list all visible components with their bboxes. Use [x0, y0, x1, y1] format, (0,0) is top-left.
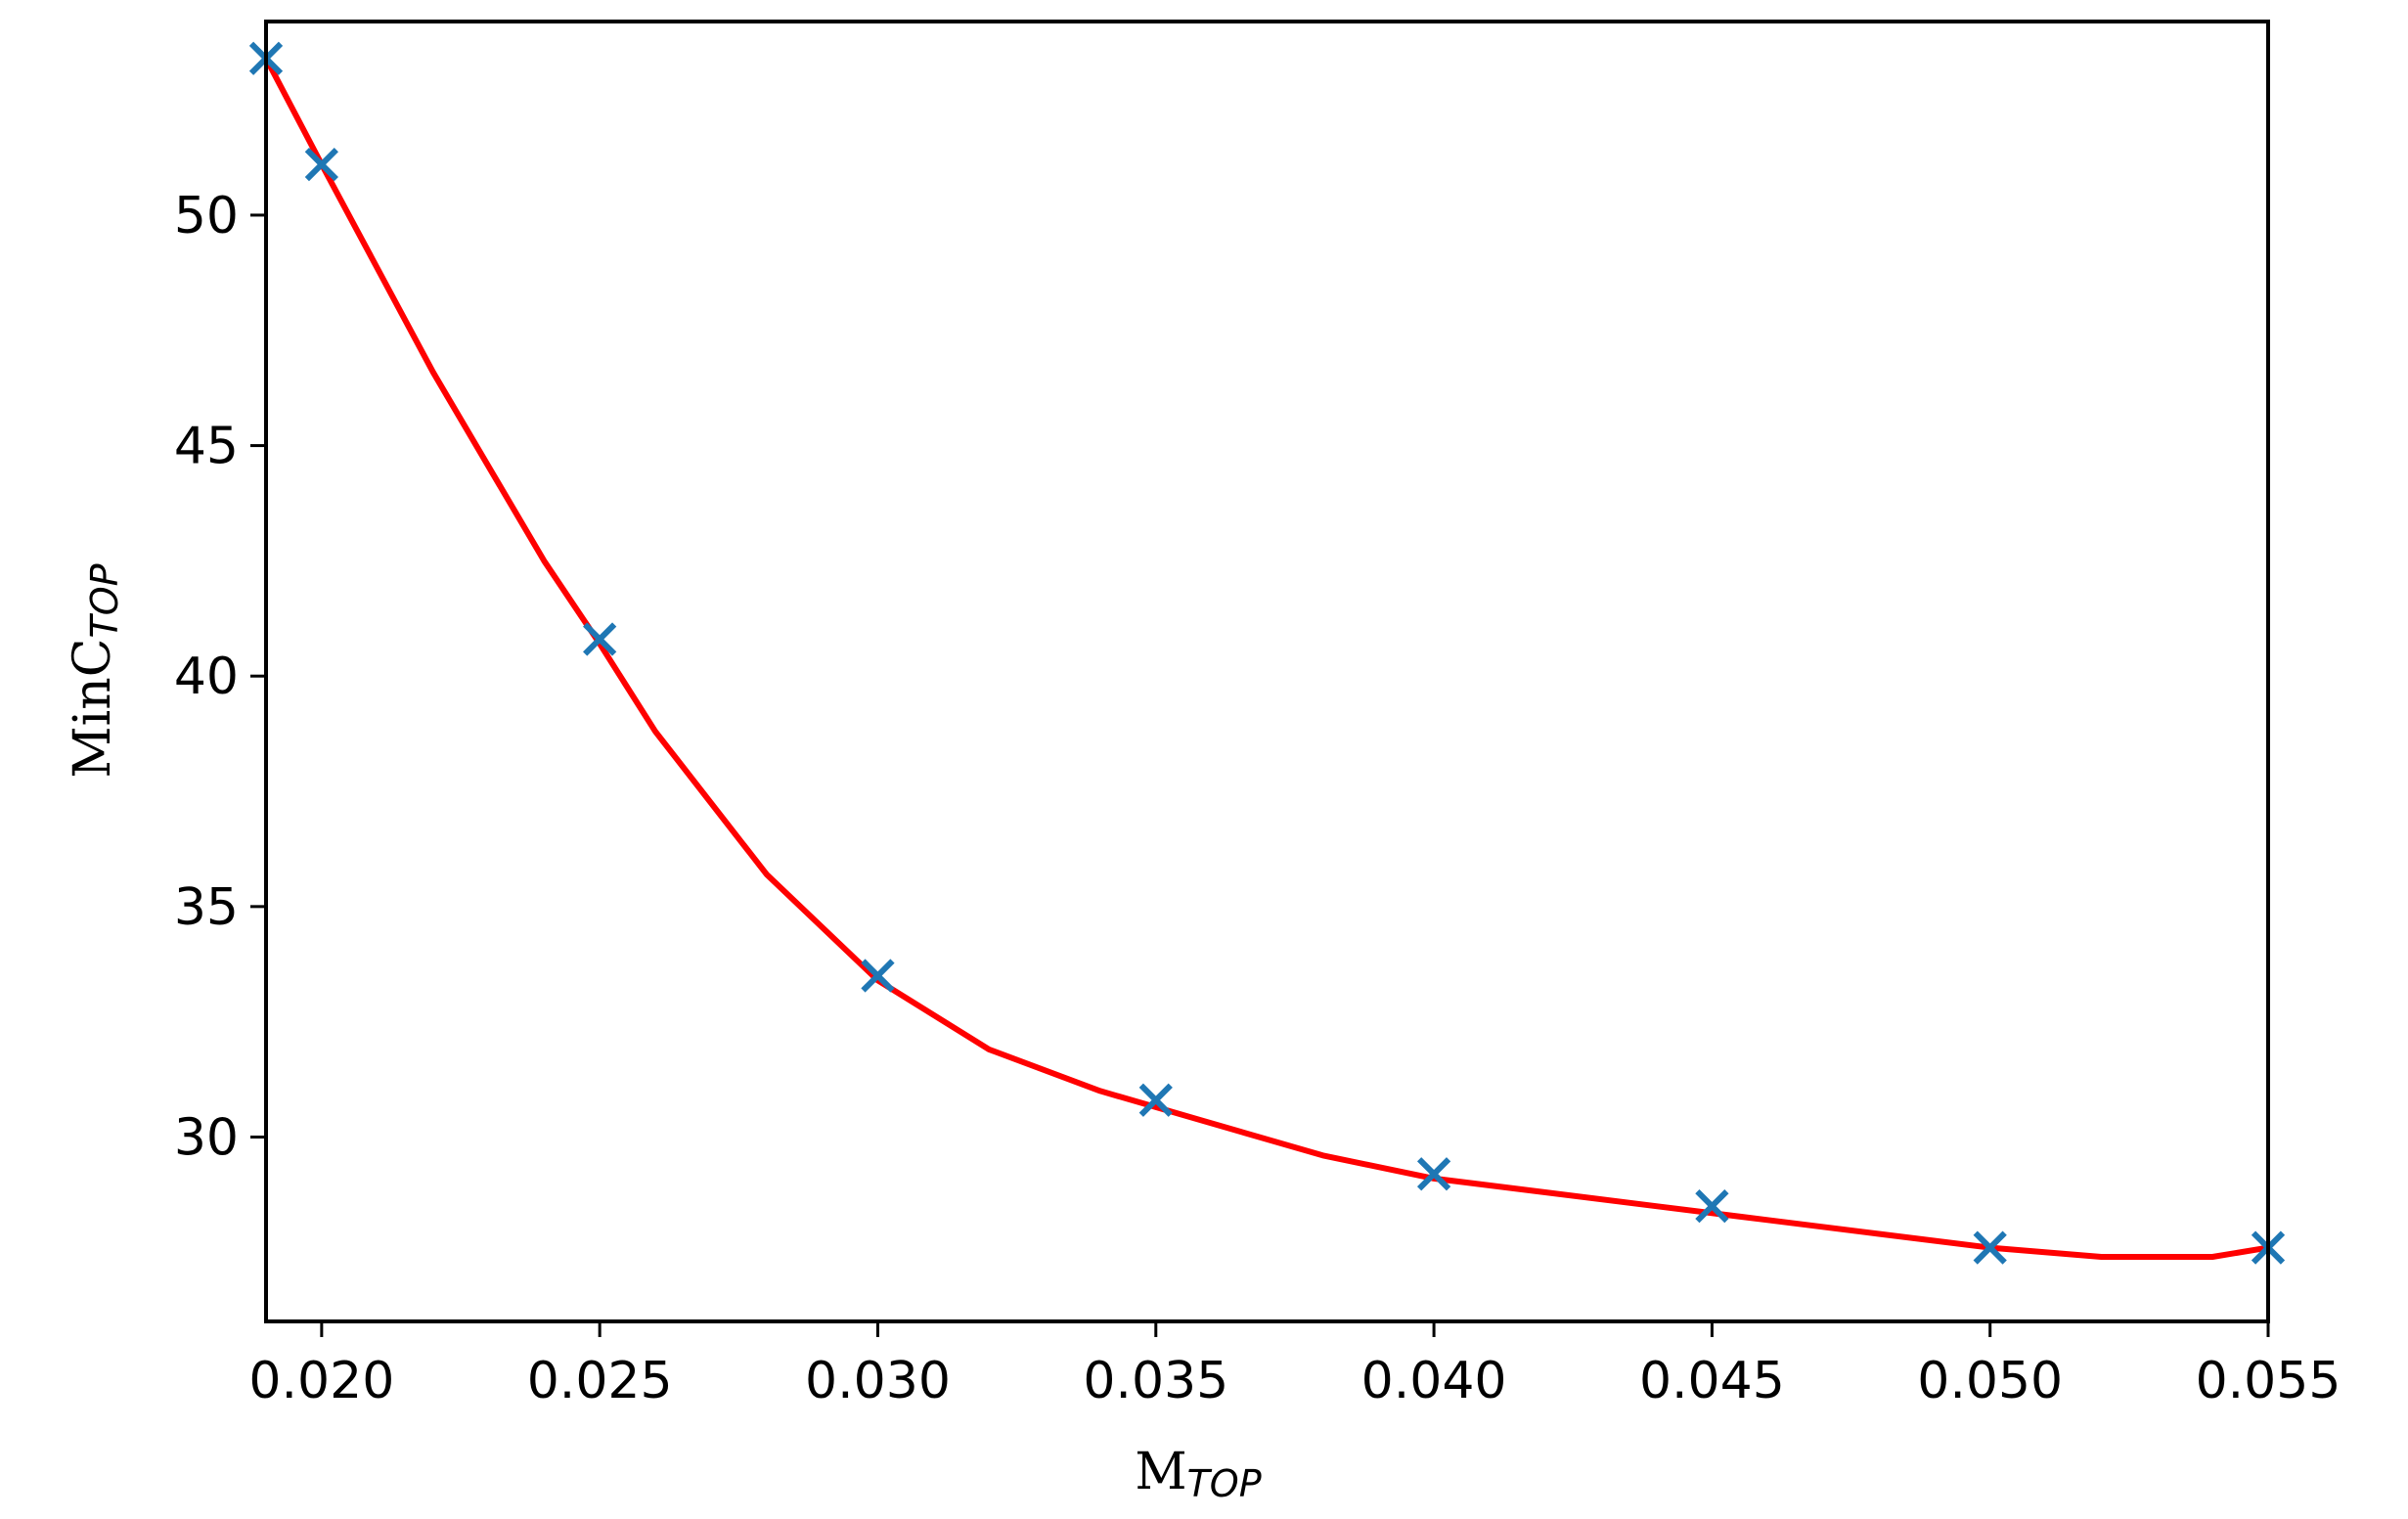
x-tick-label: 0.030	[805, 1352, 951, 1410]
y-tick-label: 45	[174, 418, 239, 476]
x-tick-label: 0.035	[1083, 1352, 1228, 1410]
y-tick-label: 30	[174, 1108, 239, 1167]
x-tick-label: 0.050	[1917, 1352, 2063, 1410]
x-tick-label: 0.045	[1639, 1352, 1785, 1410]
y-axis: 30 35 40 45 50	[174, 187, 266, 1167]
y-axis-label: MinCTOP	[64, 563, 126, 778]
data-point-marker	[1973, 1230, 2007, 1265]
fit-line	[266, 57, 2268, 1260]
data-point-marker	[1695, 1189, 1729, 1224]
x-axis: 0.020 0.025 0.030 0.035 0.040 0.045 0.050 0.055	[248, 1321, 2341, 1410]
data-point-marker	[1416, 1157, 1451, 1191]
y-tick-label: 35	[174, 878, 239, 937]
y-tick-label: 40	[174, 648, 239, 706]
x-tick-label: 0.025	[527, 1352, 673, 1410]
data-point-marker	[861, 959, 895, 993]
data-point-marker	[1138, 1083, 1173, 1117]
data-point-marker	[583, 622, 617, 656]
x-axis-label: MTOP	[1135, 1443, 1261, 1505]
x-tick-label: 0.040	[1361, 1352, 1507, 1410]
x-tick-label: 0.020	[248, 1352, 394, 1410]
y-tick-label: 50	[174, 187, 239, 246]
plot-frame	[264, 20, 2270, 1323]
data-point-marker	[304, 147, 338, 182]
x-tick-label: 0.055	[2196, 1352, 2341, 1410]
